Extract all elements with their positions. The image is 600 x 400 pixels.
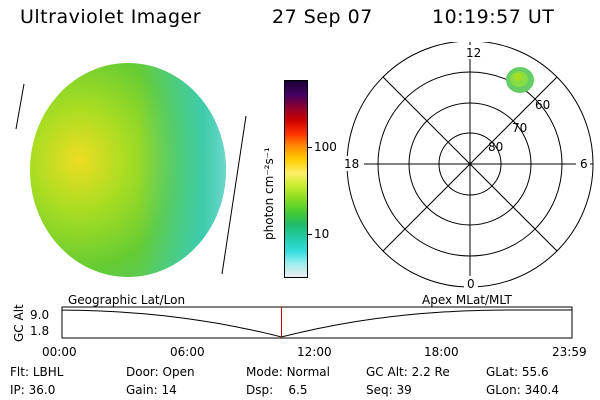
status-ip-value: 36.0 — [28, 383, 56, 397]
instrument-title: Ultraviolet Imager — [20, 6, 202, 28]
colorbar-label-100: 100 — [314, 140, 337, 154]
status-glat: GLat: 55.6 — [486, 365, 549, 379]
timeline-x-tick-0600: 06:00 — [170, 345, 205, 359]
mlt-label-18: 18 — [344, 157, 359, 171]
status-door-value: Open — [162, 365, 195, 379]
lat-label-80: 80 — [488, 140, 503, 154]
timeline-left-label: Geographic Lat/Lon — [68, 293, 186, 307]
status-gain: Gain: 14 — [126, 383, 177, 397]
mlt-label-0: 0 — [467, 277, 475, 291]
status-mode-value: Normal — [286, 365, 330, 379]
status-seq-value: 39 — [396, 383, 412, 397]
earth-uv-image — [15, 63, 247, 277]
status-gcalt-value: 2.2 Re — [411, 365, 450, 379]
date-label: 27 Sep 07 — [272, 6, 373, 28]
terminator-line-right — [221, 115, 247, 275]
status-dsp: Dsp: 6.5 — [246, 383, 308, 397]
status-seq: Seq: 39 — [366, 383, 412, 397]
status-flt: Flt: LBHL — [10, 365, 64, 379]
timeline-y-tick-low: 1.8 — [30, 324, 50, 338]
status-gcalt: GC Alt: 2.2 Re — [366, 365, 450, 379]
auroral-spot — [506, 67, 534, 93]
mlt-label-12: 12 — [466, 46, 481, 60]
timeline-frame — [61, 306, 573, 339]
polar-diagonal-2 — [382, 76, 558, 252]
timeline-x-tick-0000: 00:00 — [42, 345, 77, 359]
status-flt-value: LBHL — [32, 365, 64, 379]
altitude-curve — [62, 309, 572, 338]
status-glat-value: 55.6 — [521, 365, 549, 379]
status-door: Door: Open — [126, 365, 195, 379]
timeline-x-tick-1200: 12:00 — [297, 345, 332, 359]
timeline-y-title: GC Alt — [12, 304, 26, 342]
status-glon: GLon: 340.4 — [486, 383, 559, 397]
terminator-line-left — [15, 83, 25, 130]
status-ip: IP: 36.0 — [10, 383, 56, 397]
status-glon-value: 340.4 — [524, 383, 559, 397]
polar-mlt-plot: 12 18 6 0 60 70 80 — [340, 42, 594, 291]
colorbar — [284, 80, 308, 278]
colorbar-gradient — [285, 81, 307, 277]
status-dsp-value: 6.5 — [288, 383, 308, 397]
mlt-label-6: 6 — [580, 157, 588, 171]
colorbar-tick-10 — [307, 234, 312, 235]
colorbar-unit-label: photon cm⁻²s⁻¹ — [262, 147, 276, 240]
limb-brightening — [30, 63, 226, 277]
time-label: 10:19:57 UT — [432, 6, 555, 28]
timeline-right-label: Apex MLat/MLT — [422, 293, 512, 307]
timeline-y-tick-high: 9.0 — [30, 308, 50, 322]
colorbar-label-10: 10 — [314, 227, 330, 241]
lat-label-70: 70 — [512, 121, 527, 135]
colorbar-tick-100 — [307, 147, 312, 148]
timeline-x-tick-1800: 18:00 — [424, 345, 459, 359]
status-gain-value: 14 — [161, 383, 177, 397]
timeline-x-tick-2359: 23:59 — [552, 345, 587, 359]
altitude-timeline-plot — [61, 306, 573, 339]
status-mode: Mode: Normal — [246, 365, 330, 379]
lat-label-60: 60 — [535, 98, 550, 112]
